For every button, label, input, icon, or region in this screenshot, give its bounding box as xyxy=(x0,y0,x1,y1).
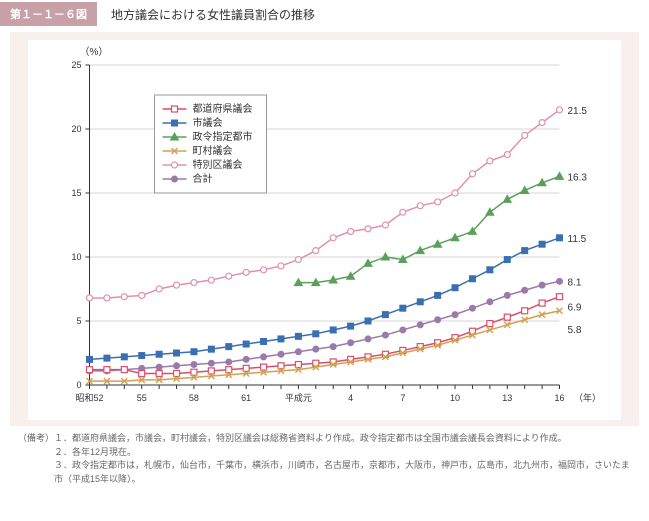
svg-text:13: 13 xyxy=(502,393,512,403)
svg-text:21.5: 21.5 xyxy=(568,106,588,117)
chart-svg: （%） 0 5 10 15 20 25 昭和52 55 58 61 平成元 4 7 10 13 16 （年） 21.… xyxy=(28,40,621,420)
svg-text:6.9: 6.9 xyxy=(568,303,582,314)
svg-text:10: 10 xyxy=(450,393,460,403)
svg-text:町村議会: 町村議会 xyxy=(193,144,233,157)
svg-text:7: 7 xyxy=(400,393,405,403)
svg-text:政令指定都市: 政令指定都市 xyxy=(193,130,253,143)
figure-number-badge: 第１－１－６図 xyxy=(0,2,97,26)
svg-text:昭和52: 昭和52 xyxy=(75,393,103,403)
footnote-2: ２．各年12月現在。 xyxy=(54,446,631,460)
header: 第１－１－６図 地方議会における女性議員割合の推移 xyxy=(0,0,649,28)
page: 第１－１－６図 地方議会における女性議員割合の推移 （%） 0 5 10 15 20 25 昭… xyxy=(0,0,649,521)
svg-text:11.5: 11.5 xyxy=(568,234,587,245)
footnotes: （備考） １．都道府県議会，市議会，町村議会，特別区議会は総務省資料より作成。政… xyxy=(18,432,631,486)
svg-text:61: 61 xyxy=(241,393,251,403)
svg-text:（年）: （年） xyxy=(574,392,601,403)
footnote-3: ３．政令指定都市は，札幌市，仙台市，千葉市，横浜市，川崎市，名古屋市，京都市，大… xyxy=(54,459,631,486)
svg-text:16: 16 xyxy=(554,393,564,403)
svg-text:4: 4 xyxy=(348,393,353,403)
footnote-1: １．都道府県議会，市議会，町村議会，特別区議会は総務省資料より作成。政令指定都市… xyxy=(54,432,631,446)
svg-text:（%）: （%） xyxy=(80,46,109,58)
chart-container: （%） 0 5 10 15 20 25 昭和52 55 58 61 平成元 4 7 10 13 16 （年） 21.… xyxy=(10,32,639,426)
footnote-prefix: （備考） xyxy=(18,432,54,446)
figure-title: 地方議会における女性議員割合の推移 xyxy=(111,6,315,23)
svg-text:15: 15 xyxy=(71,188,81,198)
svg-text:市議会: 市議会 xyxy=(193,116,223,129)
svg-text:8.1: 8.1 xyxy=(568,277,582,288)
svg-text:55: 55 xyxy=(137,393,147,403)
svg-text:都道府県議会: 都道府県議会 xyxy=(193,102,253,115)
svg-text:5: 5 xyxy=(76,316,81,326)
svg-text:0: 0 xyxy=(76,380,81,390)
svg-text:合計: 合計 xyxy=(193,172,213,185)
svg-text:5.8: 5.8 xyxy=(568,325,582,336)
chart-plot-area: （%） 0 5 10 15 20 25 昭和52 55 58 61 平成元 4 7 10 13 16 （年） 21.… xyxy=(28,40,621,420)
svg-text:58: 58 xyxy=(189,393,199,403)
svg-text:10: 10 xyxy=(71,252,81,262)
svg-text:特別区議会: 特別区議会 xyxy=(193,158,243,171)
svg-text:25: 25 xyxy=(71,60,81,70)
svg-text:16.3: 16.3 xyxy=(568,172,588,183)
svg-text:平成元: 平成元 xyxy=(285,392,312,403)
svg-text:20: 20 xyxy=(71,124,81,134)
